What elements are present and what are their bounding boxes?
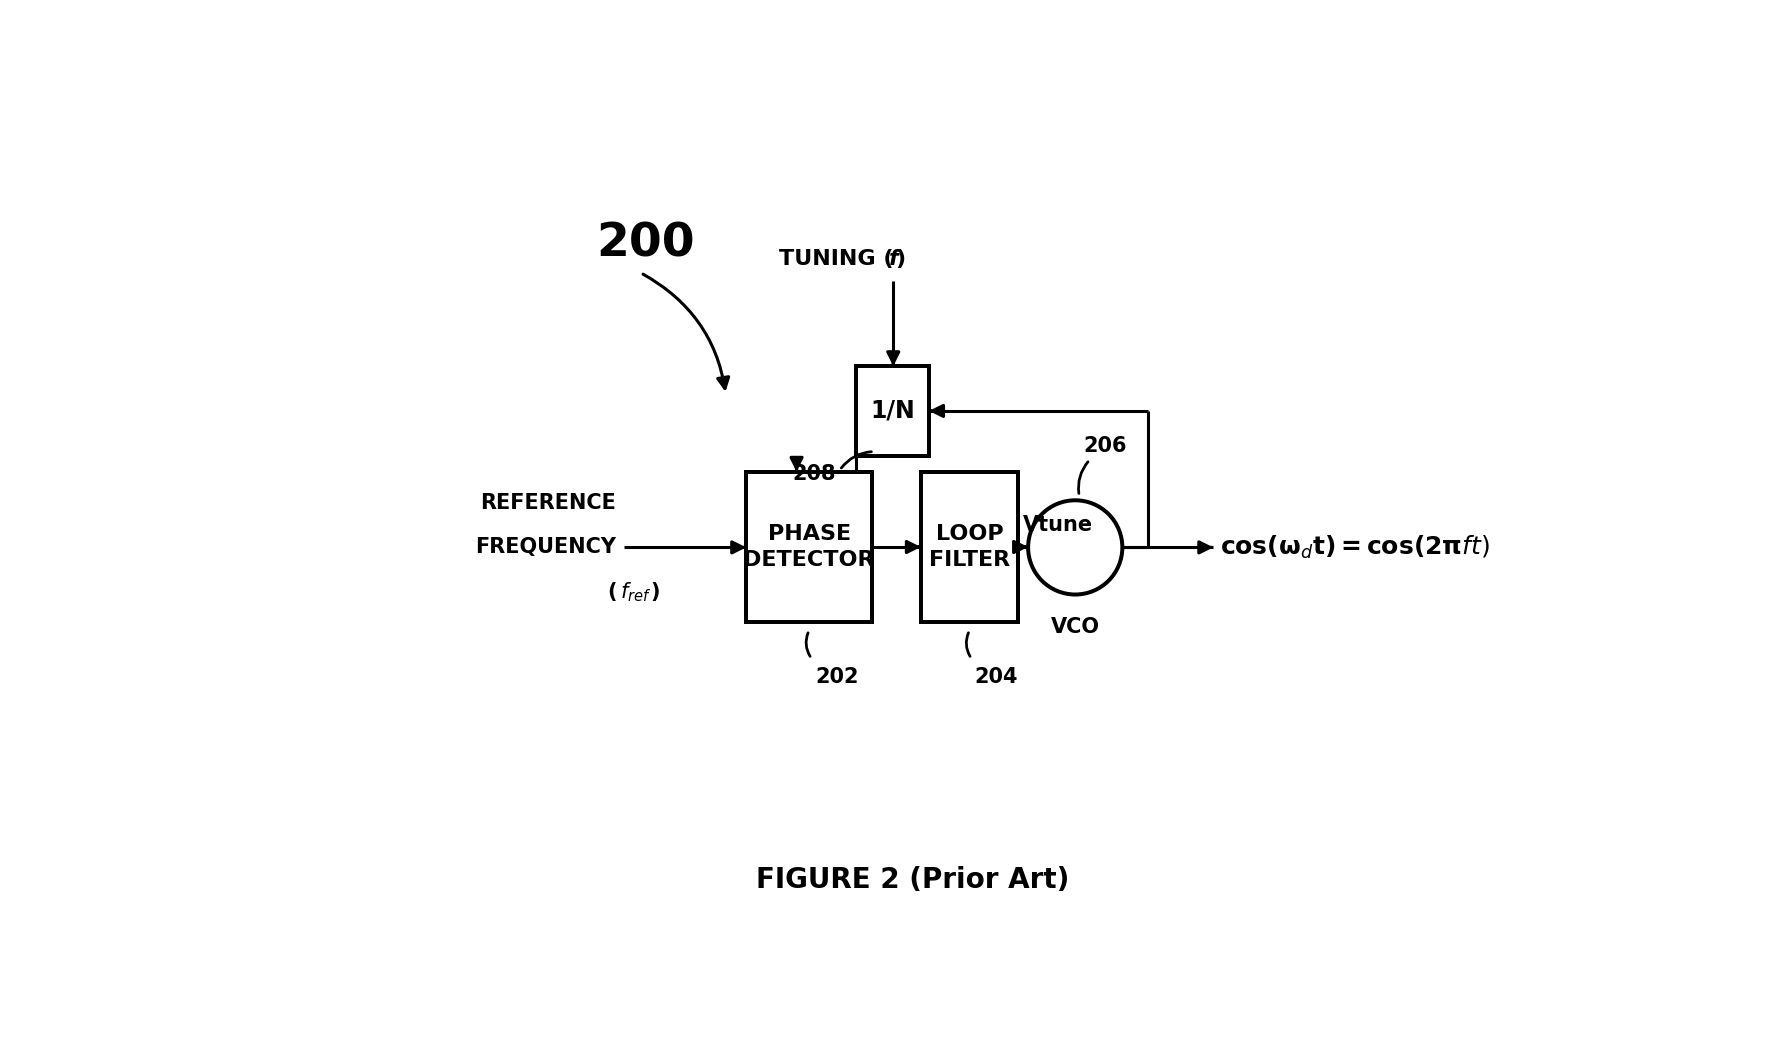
Text: FIGURE 2 (Prior Art): FIGURE 2 (Prior Art) — [756, 866, 1068, 895]
FancyBboxPatch shape — [856, 366, 929, 456]
Text: $\mathbf{cos(\omega_{\it{d}}t) = cos(2\pi\it{f}t)}$: $\mathbf{cos(\omega_{\it{d}}t) = cos(2\p… — [1219, 534, 1488, 561]
Text: LOOP
FILTER: LOOP FILTER — [929, 524, 1009, 570]
Text: 202: 202 — [815, 667, 858, 687]
Text: TUNING (: TUNING ( — [778, 249, 894, 269]
Text: PHASE
DETECTOR: PHASE DETECTOR — [742, 524, 874, 570]
Text: 208: 208 — [792, 464, 835, 484]
FancyBboxPatch shape — [920, 472, 1018, 622]
Text: 1/N: 1/N — [870, 399, 915, 423]
Text: 200: 200 — [596, 222, 694, 267]
Text: ): ) — [650, 582, 660, 602]
Text: 204: 204 — [974, 667, 1018, 687]
FancyBboxPatch shape — [746, 472, 872, 622]
Text: (: ( — [607, 582, 616, 602]
Text: ): ) — [894, 249, 904, 269]
Text: REFERENCE: REFERENCE — [481, 493, 616, 513]
Text: FREQUENCY: FREQUENCY — [475, 537, 616, 557]
Text: Vtune: Vtune — [1022, 515, 1091, 535]
Circle shape — [1027, 500, 1121, 595]
Text: 206: 206 — [1082, 436, 1127, 456]
Text: VCO: VCO — [1050, 617, 1098, 637]
Text: $f_{ref}$: $f_{ref}$ — [619, 580, 650, 603]
Text: f: f — [888, 249, 897, 269]
